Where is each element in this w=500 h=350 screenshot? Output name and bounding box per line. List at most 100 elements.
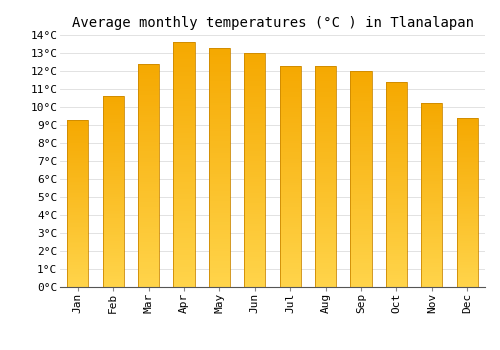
Bar <box>244 126 266 128</box>
Bar <box>350 190 372 192</box>
Bar <box>244 172 266 175</box>
Bar <box>350 119 372 121</box>
Bar <box>174 138 195 140</box>
Bar <box>244 112 266 114</box>
Bar <box>209 203 230 205</box>
Bar <box>67 133 88 135</box>
Bar <box>244 226 266 229</box>
Bar <box>421 135 442 136</box>
Bar <box>244 165 266 168</box>
Bar <box>209 187 230 189</box>
Bar <box>421 280 442 281</box>
Bar <box>421 237 442 239</box>
Bar <box>138 111 159 113</box>
Bar <box>174 42 195 287</box>
Bar <box>67 233 88 235</box>
Bar <box>315 230 336 232</box>
Bar <box>244 123 266 126</box>
Bar <box>386 113 407 115</box>
Bar <box>174 62 195 64</box>
Bar <box>174 204 195 206</box>
Bar <box>67 275 88 277</box>
Bar <box>456 275 478 277</box>
Bar <box>315 77 336 79</box>
Bar <box>315 227 336 230</box>
Bar <box>209 225 230 227</box>
Bar <box>350 248 372 250</box>
Bar <box>386 211 407 213</box>
Bar <box>386 242 407 244</box>
Bar <box>209 117 230 119</box>
Bar <box>421 206 442 208</box>
Bar <box>209 112 230 115</box>
Bar <box>456 126 478 128</box>
Bar <box>209 215 230 218</box>
Bar <box>67 190 88 191</box>
Bar <box>138 167 159 169</box>
Bar <box>244 231 266 233</box>
Bar <box>174 84 195 86</box>
Bar <box>244 238 266 240</box>
Bar <box>315 114 336 117</box>
Bar <box>209 172 230 175</box>
Bar <box>421 186 442 188</box>
Bar <box>138 128 159 131</box>
Bar <box>386 129 407 131</box>
Bar <box>67 218 88 220</box>
Bar <box>386 250 407 252</box>
Bar <box>138 196 159 198</box>
Bar <box>244 217 266 219</box>
Bar <box>456 251 478 253</box>
Bar <box>244 219 266 222</box>
Bar <box>280 103 301 105</box>
Bar <box>174 172 195 174</box>
Bar <box>67 121 88 123</box>
Bar <box>350 244 372 246</box>
Bar <box>102 186 124 188</box>
Bar <box>102 230 124 232</box>
Bar <box>102 134 124 136</box>
Bar <box>244 128 266 130</box>
Bar <box>386 215 407 217</box>
Bar <box>102 285 124 287</box>
Bar <box>350 97 372 99</box>
Bar <box>456 162 478 163</box>
Bar <box>315 75 336 77</box>
Bar <box>350 241 372 244</box>
Bar <box>244 273 266 275</box>
Bar <box>421 254 442 256</box>
Bar <box>102 96 124 287</box>
Bar <box>280 198 301 201</box>
Bar <box>67 282 88 284</box>
Bar <box>102 155 124 157</box>
Bar <box>102 220 124 222</box>
Bar <box>350 114 372 116</box>
Bar <box>209 146 230 148</box>
Bar <box>350 149 372 151</box>
Bar <box>386 115 407 117</box>
Bar <box>350 192 372 194</box>
Bar <box>315 198 336 201</box>
Bar <box>386 156 407 158</box>
Bar <box>315 232 336 234</box>
Bar <box>244 205 266 208</box>
Bar <box>174 228 195 231</box>
Bar <box>386 213 407 215</box>
Bar <box>386 201 407 203</box>
Bar <box>315 249 336 252</box>
Bar <box>174 250 195 253</box>
Bar <box>350 155 372 158</box>
Bar <box>102 182 124 184</box>
Bar <box>456 206 478 208</box>
Bar <box>315 214 336 216</box>
Bar <box>350 252 372 254</box>
Bar <box>315 280 336 282</box>
Bar <box>386 90 407 92</box>
Bar <box>209 282 230 285</box>
Bar <box>315 83 336 85</box>
Bar <box>138 269 159 271</box>
Bar <box>67 163 88 165</box>
Bar <box>102 106 124 108</box>
Bar <box>174 194 195 196</box>
Bar <box>209 234 230 237</box>
